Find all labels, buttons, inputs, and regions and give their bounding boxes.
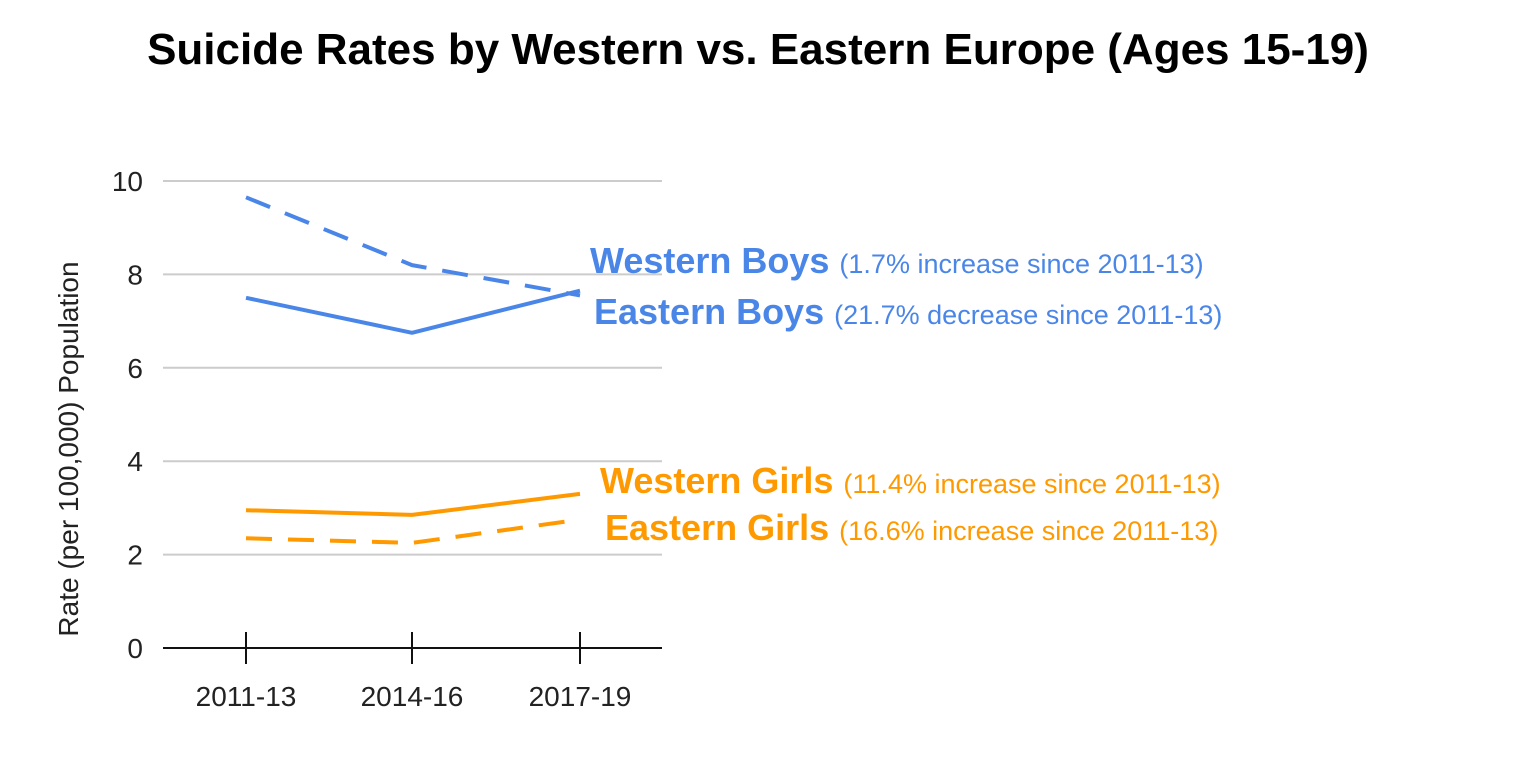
series-name: Western Girls <box>600 460 833 501</box>
series-label-eastern-girls: Eastern Girls (16.6% increase since 2011-… <box>605 507 1218 548</box>
series-name: Western Boys <box>590 240 829 281</box>
gridlines <box>163 180 662 556</box>
series-note: (16.6% increase since 2011-13) <box>839 516 1218 546</box>
x-tick-label: 2011-13 <box>196 681 297 712</box>
y-tick-label: 8 <box>127 259 143 290</box>
y-tick-label: 10 <box>112 166 143 197</box>
series-lines <box>245 195 581 545</box>
series-label-western-girls: Western Girls (11.4% increase since 2011-… <box>600 460 1221 501</box>
series-name: Eastern Girls <box>605 507 829 548</box>
series-note: (11.4% increase since 2011-13) <box>843 469 1220 499</box>
y-tick-label: 6 <box>127 353 143 384</box>
series-name: Eastern Boys <box>594 291 824 332</box>
y-tick-label: 4 <box>127 446 143 477</box>
y-tick-labels: 0 2 4 6 8 10 <box>112 166 143 664</box>
x-tick-label: 2017-19 <box>529 681 632 712</box>
series-label-western-boys: Western Boys (1.7% increase since 2011-13… <box>590 240 1204 281</box>
series-line-eastern-girls <box>245 517 581 545</box>
series-line-western-boys <box>245 288 581 335</box>
series-labels: Western Boys (1.7% increase since 2011-13… <box>590 240 1222 548</box>
series-note: (1.7% increase since 2011-13) <box>839 249 1203 279</box>
y-tick-label: 0 <box>127 633 143 664</box>
x-tick-label: 2014-16 <box>361 681 464 712</box>
y-tick-label: 2 <box>127 540 143 571</box>
series-line-eastern-boys <box>245 195 581 298</box>
y-axis-label: Rate (per 100,000) Population <box>53 261 84 636</box>
series-label-eastern-boys: Eastern Boys (21.7% decrease since 2011-1… <box>594 291 1222 332</box>
series-note: (21.7% decrease since 2011-13) <box>834 300 1222 330</box>
chart-title: Suicide Rates by Western vs. Eastern Eur… <box>147 25 1369 74</box>
series-line-western-girls <box>245 491 581 517</box>
x-axis: 2011-13 2014-16 2017-19 <box>163 632 662 712</box>
